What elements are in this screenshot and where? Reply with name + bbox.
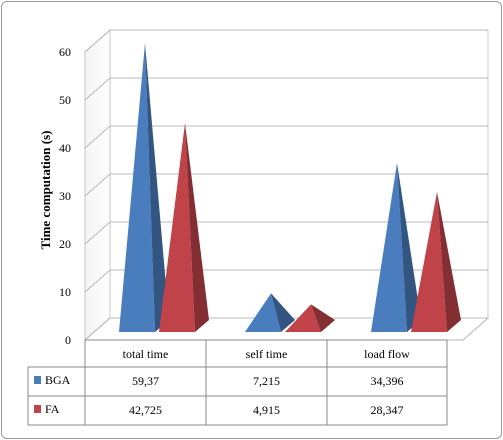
pyramid-front-face	[285, 304, 321, 332]
data-label: 59,37	[132, 374, 159, 388]
pyramid-fa-0	[159, 122, 209, 332]
y-tick-label: 50	[59, 93, 71, 107]
data-label: 28,347	[371, 403, 404, 417]
pyramid-front-face	[245, 293, 281, 332]
legend-label: FA	[45, 402, 60, 416]
y-tick-label: 60	[59, 45, 71, 59]
pyramid-bga-0	[119, 43, 169, 333]
data-label: 7,215	[253, 374, 280, 388]
pyramid-front-face	[159, 122, 195, 332]
data-label: 34,396	[371, 374, 404, 388]
legend-swatch-bga	[34, 376, 41, 384]
y-axis-label: Time computation (s)	[38, 131, 53, 250]
gridline	[84, 125, 488, 149]
gridline	[84, 77, 488, 101]
gridline	[84, 317, 488, 341]
pyramid-side-face	[397, 162, 421, 332]
gridline	[84, 173, 488, 197]
pyramid-side-face	[185, 122, 209, 332]
pyramid-fa-1	[285, 304, 335, 332]
data-label: 42,725	[129, 403, 162, 417]
y-tick-label: 30	[59, 189, 71, 203]
y-tick-label: 20	[59, 237, 71, 251]
pyramid-fa-2	[411, 191, 461, 332]
pyramid-side-face	[271, 293, 295, 332]
y-tick-label: 10	[59, 285, 71, 299]
category-label: self time	[246, 347, 288, 361]
y-tick-label: 0	[65, 333, 71, 347]
category-label: load flow	[364, 347, 410, 361]
pyramid-bga-1	[245, 293, 295, 332]
legend-label: BGA	[45, 373, 71, 387]
pyramid-front-face	[119, 43, 155, 333]
y-axis-ticks: 0 10 20 30 40 50 60	[59, 45, 71, 347]
gridlines	[84, 29, 488, 341]
data-table: total time self time load flow BGA 59,37 7,21…	[27, 339, 448, 426]
data-label: 4,915	[253, 403, 280, 417]
pyramid-front-face	[411, 191, 447, 332]
y-tick-label: 40	[59, 141, 71, 155]
pyramid-side-face	[437, 191, 461, 332]
pyramid-side-face	[145, 43, 169, 333]
pyramid-bga-2	[371, 162, 421, 332]
gridline	[84, 29, 488, 53]
legend-swatch-fa	[34, 405, 41, 413]
pyramid-marks	[119, 43, 461, 333]
category-label: total time	[123, 347, 169, 361]
pyramid-side-face	[311, 304, 335, 332]
gridline	[84, 269, 488, 293]
pyramid-front-face	[371, 162, 407, 332]
gridline	[84, 221, 488, 245]
